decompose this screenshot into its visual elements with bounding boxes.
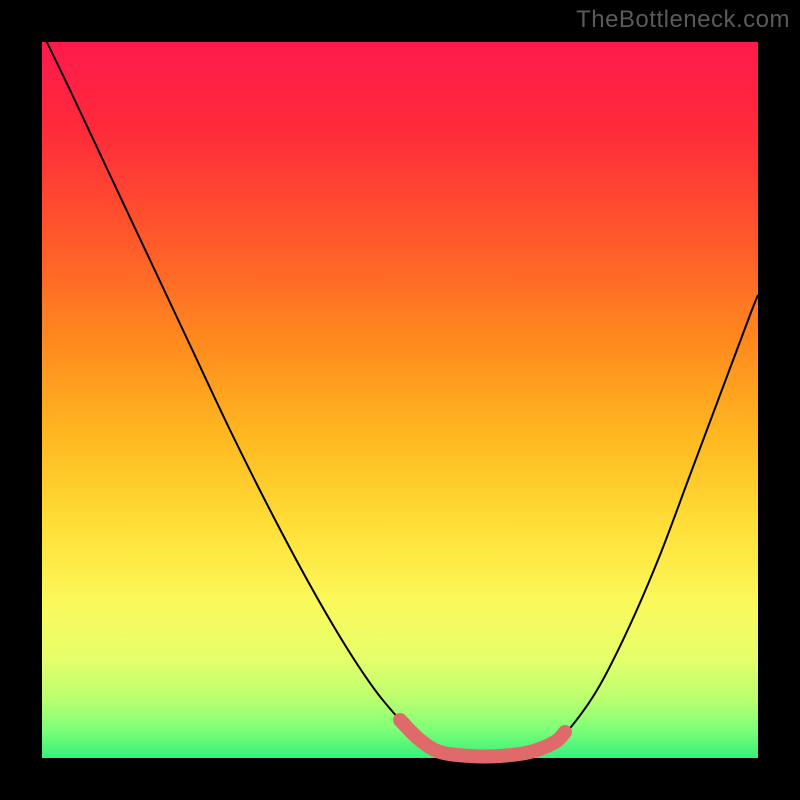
chart-container: TheBottleneck.com [0, 0, 800, 800]
watermark-text: TheBottleneck.com [576, 6, 790, 34]
bottleneck-chart [0, 0, 800, 800]
